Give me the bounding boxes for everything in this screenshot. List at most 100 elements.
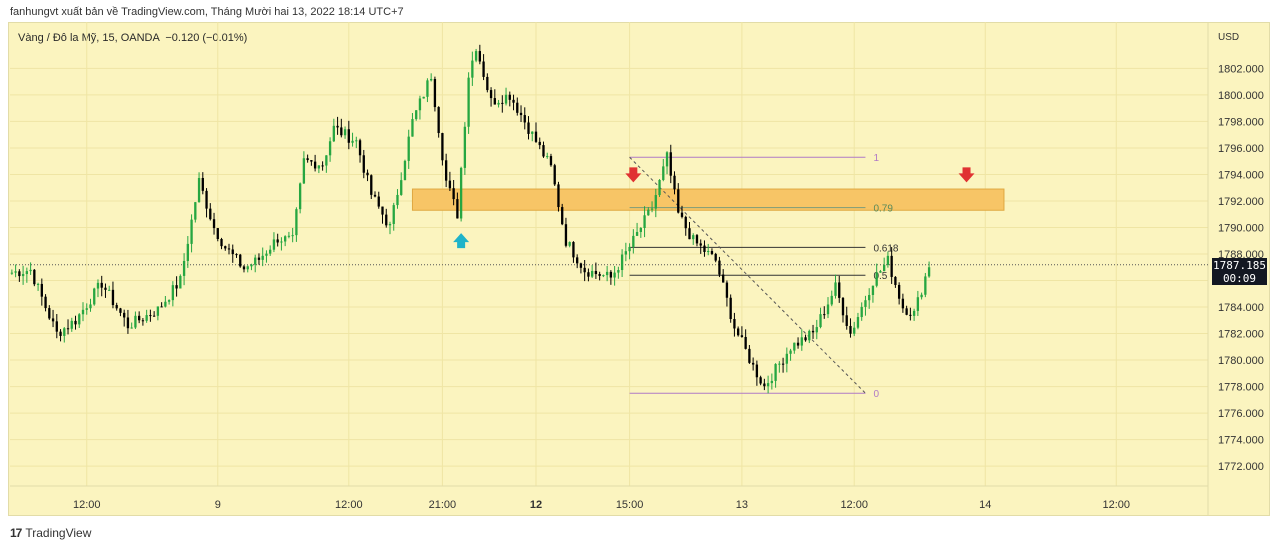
candle-body <box>212 219 216 229</box>
candle-body <box>538 141 541 146</box>
candle-body <box>291 235 294 237</box>
candle-body <box>662 166 665 180</box>
candle-body <box>654 195 657 209</box>
price-tick-label: 1774.000 <box>1218 435 1264 447</box>
candle-body <box>167 300 171 302</box>
candle-body <box>332 125 335 142</box>
candle-body <box>141 320 145 322</box>
candle-body <box>501 102 504 104</box>
candle-body <box>21 274 25 277</box>
candle-body <box>306 158 309 161</box>
candle-body <box>763 383 766 387</box>
candle-body <box>220 239 223 247</box>
price-tick-label: 1798.000 <box>1218 116 1264 128</box>
tradingview-logo-icon: 17 <box>10 526 22 540</box>
candle-body <box>632 235 635 247</box>
candle-body <box>927 267 931 277</box>
candle-body <box>205 190 208 209</box>
candle-body <box>93 288 96 305</box>
price-tick-label: 1780.000 <box>1218 355 1264 367</box>
candle-body <box>362 155 365 173</box>
candle-body <box>504 94 508 104</box>
candle-body <box>422 96 425 99</box>
candle-body <box>194 202 197 220</box>
candle-body <box>845 315 848 326</box>
candle-body <box>313 161 317 169</box>
candle-body <box>336 125 339 128</box>
price-tick-label: 1784.000 <box>1218 302 1264 314</box>
candle-body <box>673 175 676 190</box>
candle-body <box>677 189 680 213</box>
candle-body <box>875 272 878 286</box>
candle-body <box>224 246 227 249</box>
countdown: 00:09 <box>1222 272 1257 285</box>
candle-body <box>175 285 178 289</box>
candle-body <box>868 294 871 301</box>
candle-body <box>568 242 571 246</box>
candle-body <box>617 270 620 273</box>
price-tick-label: 1776.000 <box>1218 408 1264 420</box>
candle-body <box>766 383 770 387</box>
candle-body <box>519 112 523 116</box>
price-tick-label: 1792.000 <box>1218 196 1264 208</box>
candle-body <box>310 160 313 162</box>
candle-body <box>789 350 792 354</box>
candle-body <box>426 80 429 97</box>
candle-body <box>665 152 669 167</box>
candle-body <box>246 266 249 270</box>
time-tick-label: 12:00 <box>73 499 101 511</box>
time-tick-label: 13 <box>736 499 748 511</box>
candle-body <box>448 180 452 189</box>
candle-body <box>796 342 800 346</box>
candle-body <box>785 353 788 364</box>
candle-body <box>70 320 73 329</box>
candle-body <box>78 314 81 325</box>
candle-body <box>18 271 21 277</box>
candle-body <box>897 284 901 299</box>
candle-body <box>523 115 526 123</box>
candle-body <box>44 296 47 309</box>
candle-body <box>830 295 833 305</box>
candle-body <box>164 301 167 307</box>
time-tick-label: 12:00 <box>1103 499 1131 511</box>
candle-body <box>864 300 867 307</box>
candle-body <box>718 260 721 275</box>
candle-body <box>508 94 511 100</box>
candle-body <box>145 315 148 321</box>
candle-body <box>493 98 496 105</box>
candle-body <box>392 205 395 224</box>
candle-body <box>40 283 43 297</box>
down-arrow-icon <box>625 167 642 183</box>
candle-body <box>377 196 380 207</box>
candle-body <box>486 76 489 91</box>
candle-body <box>298 183 302 210</box>
candle-body <box>849 325 852 334</box>
candle-body <box>111 289 115 306</box>
candle-body <box>36 283 40 285</box>
candle-body <box>860 306 863 318</box>
chart-area[interactable] <box>8 22 1270 516</box>
candle-body <box>276 239 279 243</box>
candle-body <box>471 60 474 78</box>
candle-body <box>695 235 699 244</box>
candle-body <box>699 243 702 246</box>
time-tick-label: 21:00 <box>429 499 457 511</box>
symbol-name: Vàng / Đô la Mỹ, 15, OANDA <box>18 32 160 44</box>
candle-body <box>710 251 714 254</box>
candle-body <box>609 271 613 278</box>
candle-body <box>437 107 440 134</box>
candle-body <box>587 272 590 277</box>
candle-body <box>201 177 204 191</box>
candle-body <box>853 327 856 334</box>
candle-body <box>343 129 347 136</box>
candle-body <box>669 152 672 176</box>
candle-body <box>542 145 545 157</box>
candle-body <box>29 269 32 272</box>
candle-body <box>871 285 875 295</box>
candle-body <box>774 364 777 381</box>
candle-body <box>826 304 830 315</box>
candle-body <box>152 315 156 317</box>
candle-body <box>512 99 515 103</box>
candle-body <box>160 306 163 308</box>
